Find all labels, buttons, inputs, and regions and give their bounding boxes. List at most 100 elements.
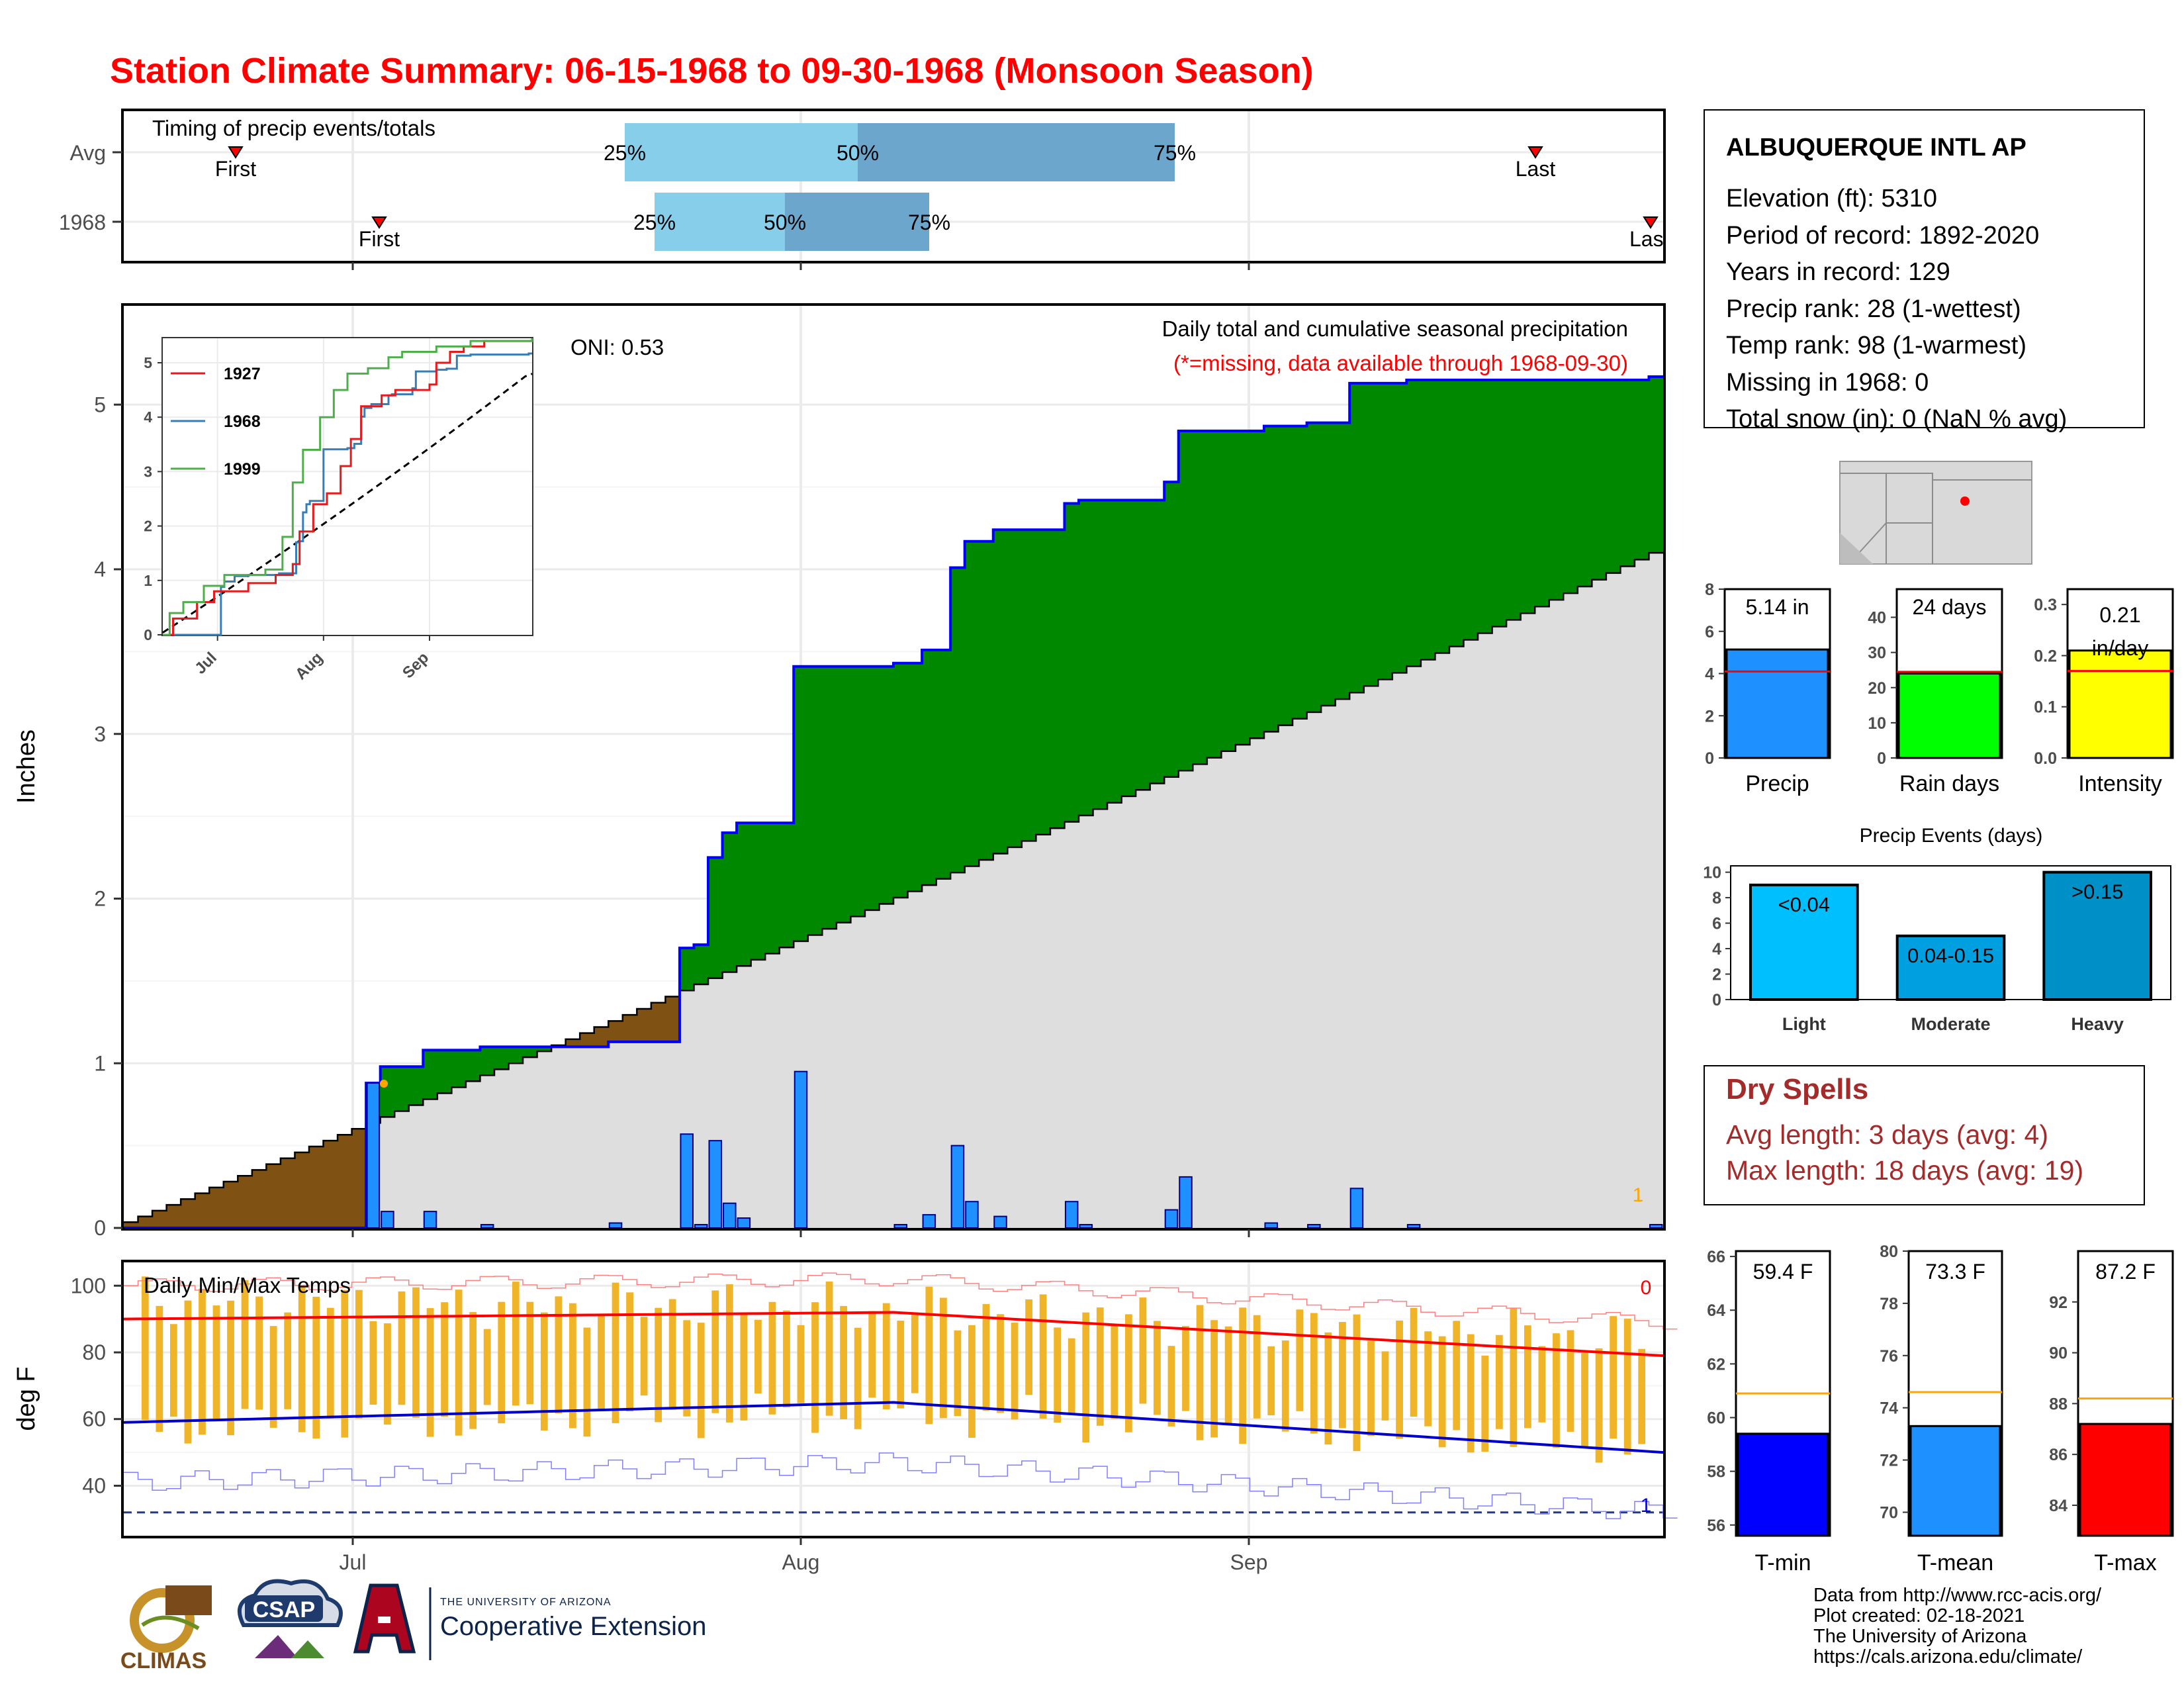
daily-temp-range-bar <box>441 1302 448 1417</box>
events-tick-label: 2 <box>1712 966 1721 984</box>
y1968-25-50-bar <box>655 193 785 251</box>
daily-temp-range-bar <box>512 1282 520 1406</box>
daily-precip-bar <box>366 1082 381 1229</box>
events-bars: 0 2 4 6 8 10 <0.04 Light 0.04-0.15 Moderate >0.15 H… <box>1703 864 2171 1034</box>
daily-precip-bar <box>680 1133 694 1229</box>
daily-precip-bar <box>423 1211 437 1229</box>
daily-precip-bar <box>893 1224 908 1229</box>
daily-temp-range-bar <box>1553 1333 1560 1448</box>
above-avg-area <box>979 541 994 861</box>
daily-precip-bar <box>694 1224 708 1229</box>
above-avg-area <box>1050 530 1066 829</box>
precip-corner-count: 1 <box>1633 1184 1644 1206</box>
daily-temp-range-bar <box>1253 1315 1261 1419</box>
above-avg-area <box>1492 379 1507 627</box>
daily-temp-range-bar <box>640 1317 648 1396</box>
mini-bar-tick-label: 30 <box>1868 644 1886 663</box>
daily-temp-range-bar <box>483 1329 491 1405</box>
daily-temp-range-bar <box>1381 1351 1389 1421</box>
above-avg-area <box>1520 379 1535 614</box>
above-avg-area <box>1335 422 1350 700</box>
daily-temp-range-bar <box>1039 1294 1047 1419</box>
above-avg-area <box>1293 426 1308 719</box>
daily-temp-range-bar <box>725 1284 733 1423</box>
dry-spells-max: Max length: 18 days (avg: 19) <box>1726 1155 2083 1186</box>
temp-y-tick-label: 80 <box>82 1340 106 1364</box>
daily-temp-range-bar <box>1510 1308 1518 1447</box>
above-avg-area <box>1577 379 1592 586</box>
above-avg-area <box>779 823 794 948</box>
above-avg-area <box>1007 530 1023 847</box>
below-avg-area <box>209 1187 224 1228</box>
daily-temp-range-bar <box>569 1303 576 1429</box>
timing-label: Timing of precip events/totals <box>152 116 435 140</box>
y1968-p25-label: 25% <box>633 211 676 234</box>
credits: Data from http://www.rcc-acis.org/ Plot … <box>1813 1585 2102 1667</box>
below-avg-area <box>223 1182 238 1228</box>
daily-temp-range-bar <box>1310 1313 1318 1434</box>
events-category-label: Light <box>1782 1014 1826 1034</box>
above-avg-area <box>922 649 937 886</box>
avg-first-label: First <box>215 157 256 181</box>
below-avg-area <box>665 996 680 1042</box>
dry-spells-avg: Avg length: 3 days (avg: 4) <box>1726 1119 2048 1150</box>
daily-temp-range-bar <box>655 1307 662 1423</box>
mini-bar-tick-label: 6 <box>1705 623 1714 641</box>
daily-temp-range-bar <box>1595 1348 1603 1463</box>
below-avg-area <box>152 1210 167 1228</box>
mexico-shape <box>1840 533 1873 564</box>
avg-cumulative-area <box>124 553 1663 1228</box>
above-avg-area <box>1235 431 1251 745</box>
temp-corner-bottom: 1 <box>1641 1495 1652 1517</box>
daily-temp-range-bar <box>369 1321 377 1405</box>
above-avg-area <box>1250 431 1265 739</box>
below-avg-area <box>181 1199 196 1228</box>
above-avg-area <box>1136 500 1151 790</box>
temp-y-axis: 40 60 80 100 <box>71 1274 122 1497</box>
temp-ylabel: deg F <box>13 1366 40 1430</box>
avg-first-marker <box>228 146 244 159</box>
above-avg-area <box>1078 500 1094 816</box>
events-tick-label: 10 <box>1703 864 1721 882</box>
daily-precip-bar <box>794 1070 808 1229</box>
oni-label: ONI: 0.53 <box>570 335 664 359</box>
daily-temp-range-bar <box>1196 1305 1204 1440</box>
temp-summary-tick-label: 72 <box>1880 1452 1898 1470</box>
events-tick-label: 6 <box>1712 915 1721 933</box>
inset-y-tick-label: 4 <box>144 408 152 426</box>
climas-logo-text: CLIMAS <box>120 1648 206 1673</box>
daily-precip-bar <box>1307 1224 1321 1229</box>
ua-big-text: Cooperative Extension <box>440 1612 706 1641</box>
daily-temp-range-bar <box>1467 1334 1475 1453</box>
precip-panel-frame <box>121 303 1666 1231</box>
above-avg-area <box>423 1050 438 1100</box>
daily-temp-range-bar <box>697 1323 705 1438</box>
temp-summary-value-label: 73.3 F <box>1925 1260 1985 1284</box>
daily-temp-range-bar <box>1638 1348 1646 1444</box>
temp-summary-tick-label: 90 <box>2049 1344 2068 1363</box>
above-avg-area <box>1506 379 1522 620</box>
temp-summary-value-bar <box>1737 1432 1829 1537</box>
inset-1927-line <box>163 338 533 636</box>
temp-summary-label: T-mean <box>1917 1550 1993 1575</box>
above-avg-area <box>964 541 979 867</box>
below-avg-area <box>138 1216 153 1228</box>
above-avg-area <box>822 666 837 929</box>
temp-panel-frame <box>121 1260 1666 1538</box>
daily-precip-bar <box>1349 1188 1364 1229</box>
daily-temp-range-bar <box>298 1286 306 1432</box>
above-avg-area <box>879 666 894 904</box>
avg-min-temp-line <box>123 1401 1664 1454</box>
daily-temp-range-bar <box>156 1305 163 1432</box>
temp-summary-tick-label: 74 <box>1880 1399 1898 1418</box>
missing-marker <box>380 1080 388 1088</box>
daily-temp-range-bar <box>683 1320 691 1417</box>
y1968-last-marker <box>1643 216 1659 229</box>
temp-summary-tick-label: 66 <box>1707 1248 1725 1266</box>
above-avg-area <box>408 1066 424 1105</box>
daily-temp-range-bar <box>241 1280 249 1409</box>
daily-temp-range-bar <box>1210 1320 1218 1438</box>
daily-temp-range-bar <box>227 1300 234 1436</box>
temp-summary-tick-label: 76 <box>1880 1347 1898 1366</box>
